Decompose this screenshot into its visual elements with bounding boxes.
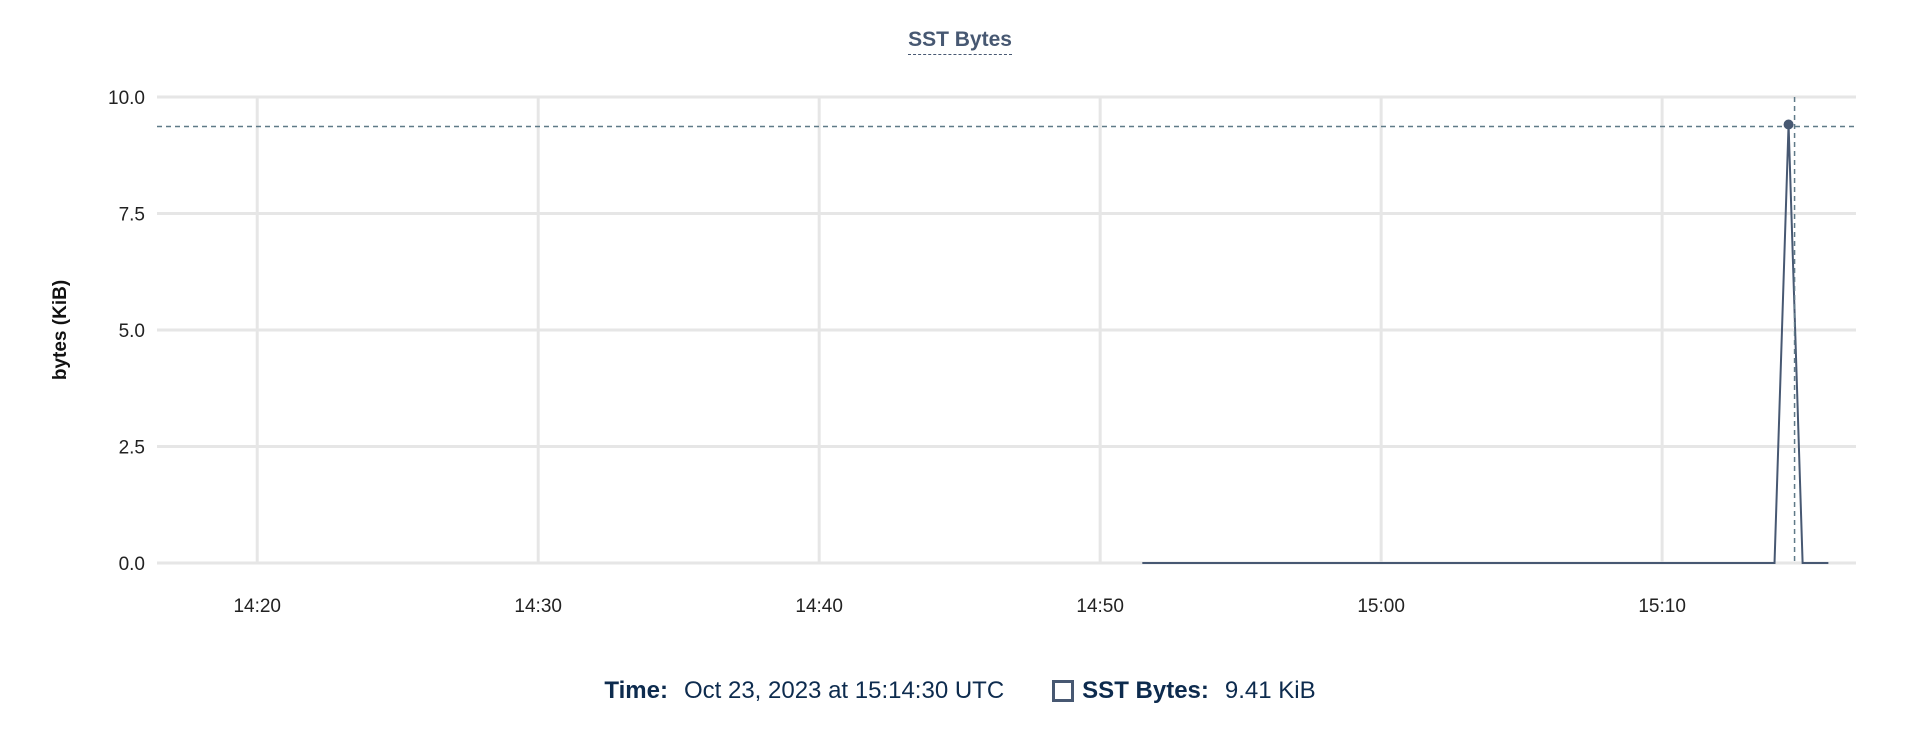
- x-tick-label: 14:40: [795, 596, 843, 617]
- time-label: Time:: [604, 677, 668, 704]
- y-tick-label: 5.0: [119, 321, 145, 342]
- x-tick-label: 15:10: [1638, 596, 1686, 617]
- series-value: 9.41 KiB: [1224, 677, 1316, 704]
- x-tick-label: 14:50: [1076, 596, 1124, 617]
- series-line: [1142, 124, 1829, 564]
- chart-title[interactable]: SST Bytes: [0, 28, 1920, 55]
- x-tick-label: 15:00: [1357, 596, 1405, 617]
- y-tick-label: 7.5: [119, 205, 145, 226]
- y-tick-label: 2.5: [119, 438, 145, 459]
- chart-title-text: SST Bytes: [908, 28, 1012, 55]
- x-tick-label: 14:30: [514, 596, 562, 617]
- hover-point: [1783, 119, 1794, 130]
- x-tick-label: 14:20: [233, 596, 281, 617]
- y-tick-label: 10.0: [108, 88, 145, 109]
- y-axis-label: bytes (KiB): [50, 280, 71, 380]
- series-toggle-checkbox[interactable]: [1052, 680, 1075, 702]
- series-label: SST Bytes:: [1082, 677, 1209, 704]
- time-value: Oct 23, 2023 at 15:14:30 UTC: [683, 677, 1005, 704]
- y-tick-label: 0.0: [119, 554, 145, 575]
- legend: Time: Oct 23, 2023 at 15:14:30 UTC SST B…: [0, 677, 1920, 705]
